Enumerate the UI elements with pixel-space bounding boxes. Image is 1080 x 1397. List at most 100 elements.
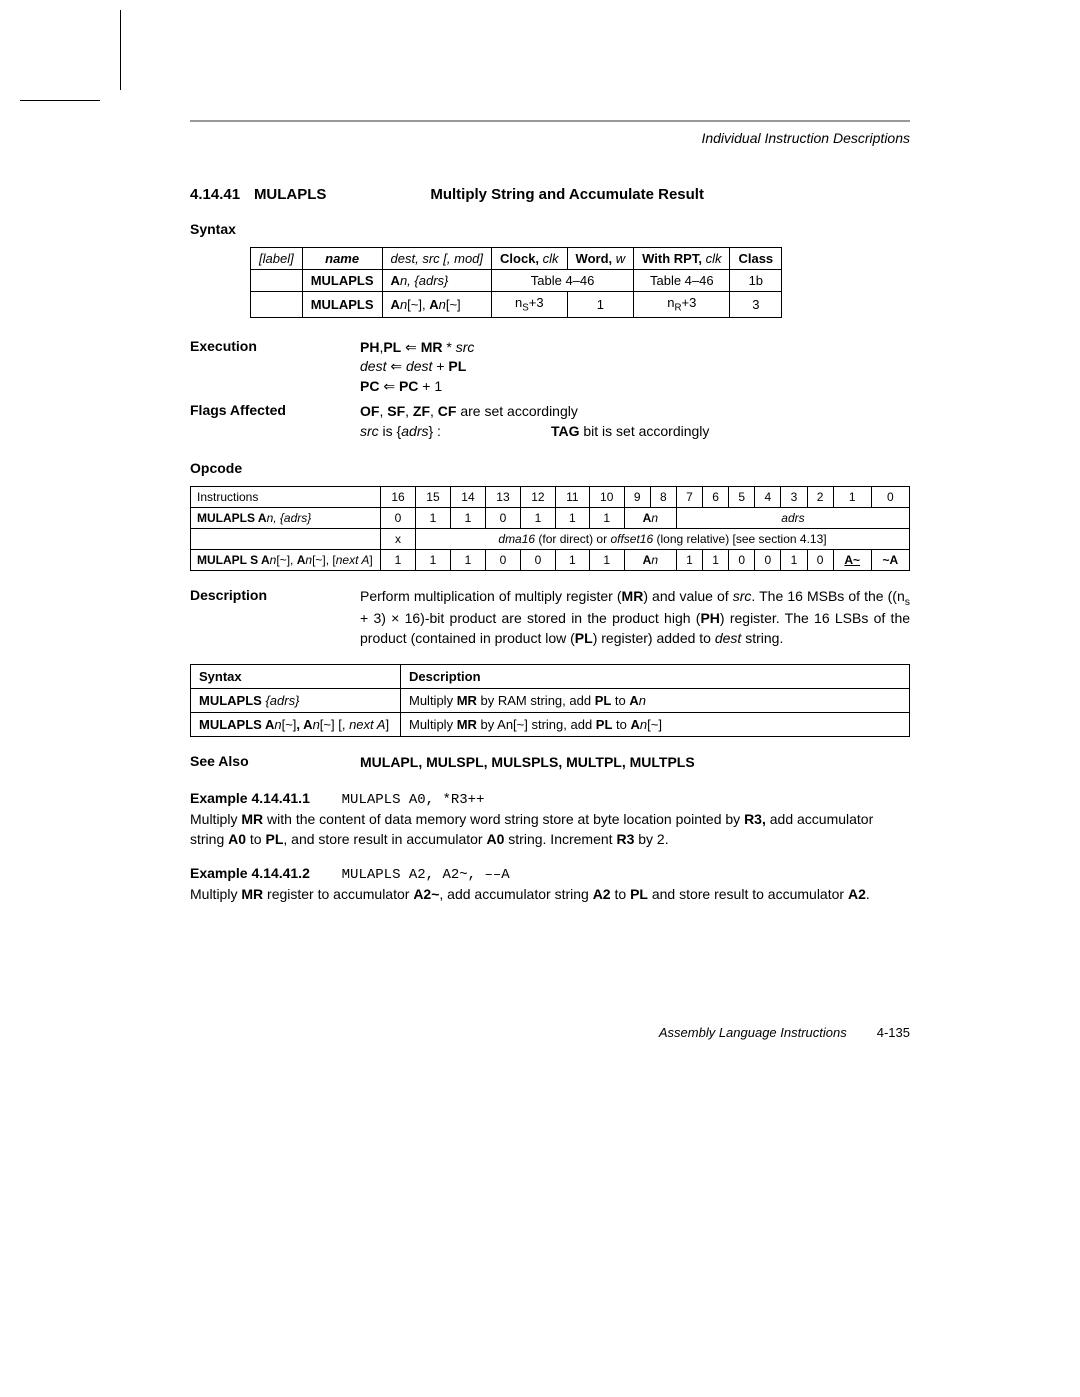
page-content: Individual Instruction Descriptions 4.14…: [0, 0, 1080, 1100]
table-row: MULAPL S An[~], An[~], [next A] 1 1 1 0 …: [191, 549, 910, 570]
see-also-block: See Also MULAPL, MULSPL, MULSPLS, MULTPL…: [190, 753, 910, 773]
example-code: MULAPLS A2, A2~, ––A: [342, 867, 510, 883]
cell: A~: [833, 549, 871, 570]
cell: 0: [485, 549, 520, 570]
bit: 9: [624, 486, 650, 507]
bit: 13: [485, 486, 520, 507]
cell: 1: [450, 507, 485, 528]
cell: 0: [729, 549, 755, 570]
bit: 3: [781, 486, 807, 507]
cell: MULAPLS An[~], An[~] [, next A]: [191, 713, 401, 737]
cell: 3: [730, 292, 782, 318]
cell: dma16 (for direct) or offset16 (long rel…: [415, 528, 909, 549]
flags-content: OF, SF, ZF, CF are set accordingly src i…: [360, 402, 910, 441]
cell: [191, 528, 381, 549]
instruction-desc: Multiply String and Accumulate Result: [430, 186, 704, 203]
example-code: MULAPLS A0, *R3++: [342, 792, 485, 808]
cell: [251, 270, 303, 292]
section-number: 4.14.41: [190, 186, 240, 203]
see-also-label: See Also: [190, 753, 360, 769]
syntax-table: [label] name dest, src [, mod] Clock, cl…: [250, 247, 782, 318]
col-description: Description: [401, 665, 910, 689]
table-row: MULAPLS An[~], An[~] [, next A] Multiply…: [191, 713, 910, 737]
cell: 0: [807, 549, 833, 570]
example-label: Example 4.14.41.2: [190, 865, 310, 881]
page-number: 4-135: [877, 1025, 910, 1040]
page-footer: Assembly Language Instructions 4-135: [190, 1025, 910, 1040]
table-row: x dma16 (for direct) or offset16 (long r…: [191, 528, 910, 549]
cell: 1: [781, 549, 807, 570]
col-syntax: Syntax: [191, 665, 401, 689]
opcode-table: Instructions 16 15 14 13 12 11 10 9 8 7 …: [190, 486, 910, 571]
cell: MULAPLS: [302, 292, 382, 318]
example-2: Example 4.14.41.2 MULAPLS A2, A2~, ––A M…: [190, 864, 910, 905]
cell: ~A: [871, 549, 909, 570]
cell: 0: [485, 507, 520, 528]
table-row: MULAPLS An, {adrs} 0 1 1 0 1 1 1 An adrs: [191, 507, 910, 528]
cell: 1b: [730, 270, 782, 292]
example-1: Example 4.14.41.1 MULAPLS A0, *R3++ Mult…: [190, 789, 910, 850]
cell: 1: [589, 507, 624, 528]
instruction-name: MULAPLS: [254, 186, 327, 203]
cell: 1: [589, 549, 624, 570]
execution-label: Execution: [190, 338, 360, 354]
table-row: [label] name dest, src [, mod] Clock, cl…: [251, 248, 782, 270]
cell: 1: [450, 549, 485, 570]
col-word: Word, w: [567, 248, 634, 270]
cell: nR+3: [634, 292, 730, 318]
bit: 8: [650, 486, 676, 507]
bit: 7: [676, 486, 702, 507]
execution-block: Execution PH,PL ⇐ MR * src dest ⇐ dest +…: [190, 338, 910, 397]
col-label: [label]: [251, 248, 303, 270]
table-row: MULAPLS An, {adrs} Table 4–46 Table 4–46…: [251, 270, 782, 292]
cell: MULAPL S An[~], An[~], [next A]: [191, 549, 381, 570]
cell: 0: [755, 549, 781, 570]
cell: adrs: [676, 507, 909, 528]
bit: 10: [589, 486, 624, 507]
description-table: Syntax Description MULAPLS {adrs} Multip…: [190, 664, 910, 737]
col-instructions: Instructions: [191, 486, 381, 507]
table-row: Instructions 16 15 14 13 12 11 10 9 8 7 …: [191, 486, 910, 507]
col-name: name: [302, 248, 382, 270]
cell: x: [381, 528, 416, 549]
example-label: Example 4.14.41.1: [190, 790, 310, 806]
col-class: Class: [730, 248, 782, 270]
cell: Table 4–46: [492, 270, 634, 292]
footer-title: Assembly Language Instructions: [659, 1025, 847, 1040]
bit: 1: [833, 486, 871, 507]
cell: nS+3: [492, 292, 568, 318]
description-content: Perform multiplication of multiply regis…: [360, 587, 910, 649]
bit: 4: [755, 486, 781, 507]
col-dest: dest, src [, mod]: [382, 248, 491, 270]
cell: 1: [555, 549, 589, 570]
cell: MULAPLS: [302, 270, 382, 292]
col-clock: Clock, clk: [492, 248, 568, 270]
cell: An: [624, 549, 676, 570]
cell: An[~], An[~]: [382, 292, 491, 318]
execution-content: PH,PL ⇐ MR * src dest ⇐ dest + PL PC ⇐ P…: [360, 338, 910, 397]
description-block: Description Perform multiplication of mu…: [190, 587, 910, 649]
bit: 16: [381, 486, 416, 507]
cell: 1: [567, 292, 634, 318]
flags-block: Flags Affected OF, SF, ZF, CF are set ac…: [190, 402, 910, 441]
bit: 5: [729, 486, 755, 507]
cell: MULAPLS {adrs}: [191, 689, 401, 713]
bit: 2: [807, 486, 833, 507]
cell: An: [624, 507, 676, 528]
table-row: MULAPLS {adrs} Multiply MR by RAM string…: [191, 689, 910, 713]
syntax-heading: Syntax: [190, 221, 910, 237]
cell: 1: [415, 549, 450, 570]
description-label: Description: [190, 587, 360, 603]
opcode-heading: Opcode: [190, 460, 910, 476]
cell: Multiply MR by An[~] string, add PL to A…: [401, 713, 910, 737]
cell: [251, 292, 303, 318]
flags-label: Flags Affected: [190, 402, 360, 418]
bit: 0: [871, 486, 909, 507]
cell: An, {adrs}: [382, 270, 491, 292]
bit: 14: [450, 486, 485, 507]
cell: Table 4–46: [634, 270, 730, 292]
header-rule: [190, 120, 910, 122]
bit: 11: [555, 486, 589, 507]
cell: 1: [676, 549, 702, 570]
cell: 1: [381, 549, 416, 570]
